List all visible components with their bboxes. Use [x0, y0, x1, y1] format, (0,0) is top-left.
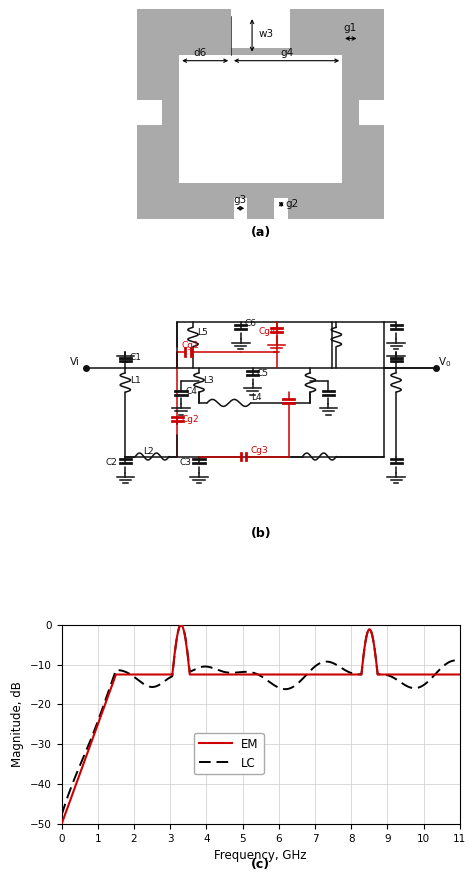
Bar [231, 49, 290, 55]
Bar [137, 100, 174, 125]
Text: Cg2: Cg2 [181, 415, 199, 424]
Bar [274, 198, 288, 219]
Text: L4: L4 [251, 392, 261, 401]
Text: g2: g2 [285, 199, 299, 209]
Text: C2: C2 [105, 458, 117, 467]
Text: (b): (b) [250, 527, 271, 540]
Text: L1: L1 [130, 376, 141, 385]
Bar [162, 38, 179, 199]
X-axis label: Frequency, GHz: Frequency, GHz [214, 850, 307, 862]
Y-axis label: Magnitude, dB: Magnitude, dB [11, 681, 25, 767]
Bar [162, 38, 359, 199]
Bar [347, 100, 384, 125]
Text: C5: C5 [257, 369, 269, 378]
Text: g4: g4 [280, 48, 293, 58]
Text: V$_0$: V$_0$ [438, 354, 451, 369]
Legend: EM, LC: EM, LC [194, 733, 264, 774]
Text: g3: g3 [233, 195, 246, 206]
Text: C3: C3 [179, 458, 191, 467]
Bar [290, 38, 359, 55]
Text: Cg3: Cg3 [251, 447, 268, 455]
Text: C4: C4 [185, 386, 197, 395]
Text: C6: C6 [245, 320, 257, 329]
Text: C1: C1 [129, 353, 141, 362]
Text: g1: g1 [343, 23, 356, 33]
Bar [234, 198, 247, 219]
Bar [162, 38, 231, 55]
Text: Vi: Vi [70, 357, 80, 367]
Text: w3: w3 [258, 28, 273, 39]
Bar [179, 55, 342, 183]
Text: (c): (c) [251, 858, 270, 871]
Text: Cg4: Cg4 [259, 327, 276, 336]
Bar [359, 101, 384, 124]
Text: L3: L3 [203, 376, 214, 385]
Text: d6: d6 [193, 48, 207, 58]
Text: (a): (a) [251, 226, 271, 239]
Text: L5: L5 [197, 328, 208, 337]
Bar [342, 38, 359, 199]
Bar [137, 101, 163, 124]
Bar [231, 9, 290, 58]
Text: L2: L2 [143, 447, 154, 455]
Text: Cg1: Cg1 [181, 341, 199, 350]
Bar [162, 183, 342, 199]
